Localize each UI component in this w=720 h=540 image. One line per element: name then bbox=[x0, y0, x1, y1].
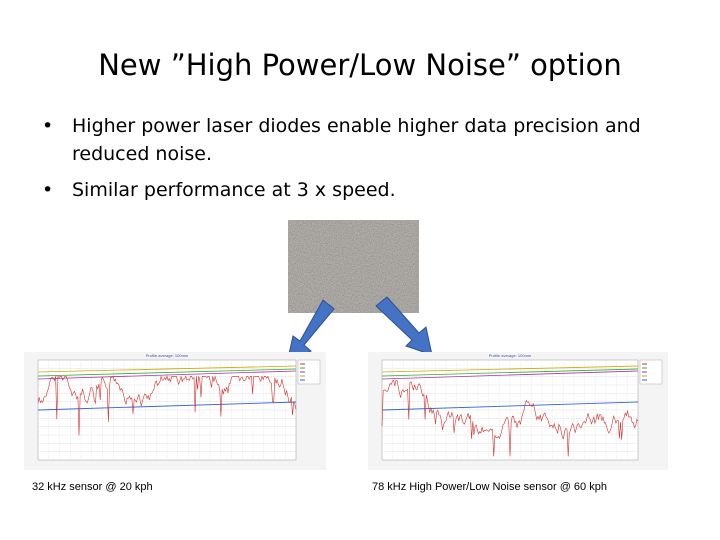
bullet-item: • Higher power laser diodes enable highe… bbox=[42, 112, 682, 168]
profile-chart-left: Profile average: 100mm bbox=[24, 352, 326, 470]
arrow-right-icon bbox=[375, 296, 433, 356]
chart-title: Profile average: 100mm bbox=[146, 353, 189, 358]
chart-title: Profile average: 100mm bbox=[489, 353, 532, 358]
bullet-text: Similar performance at 3 x speed. bbox=[72, 179, 396, 201]
series-line bbox=[381, 368, 639, 377]
profile-chart-right: Profile average: 100mm bbox=[368, 352, 668, 470]
gravel-surface-photo bbox=[288, 220, 419, 313]
bullet-glyph: • bbox=[42, 115, 54, 137]
caption-left: 32 kHz sensor @ 20 kph bbox=[32, 481, 153, 493]
chart-legend bbox=[297, 359, 321, 385]
series-line bbox=[37, 375, 297, 436]
series-line bbox=[37, 370, 297, 380]
series-line bbox=[381, 379, 639, 457]
series-line bbox=[37, 365, 297, 373]
bullet-text: Higher power laser diodes enable higher … bbox=[72, 115, 641, 165]
bullet-list: • Higher power laser diodes enable highe… bbox=[42, 112, 682, 212]
chart-left-container: Profile average: 100mm bbox=[24, 352, 326, 470]
chart-right-container: Profile average: 100mm bbox=[368, 352, 668, 470]
series-line bbox=[37, 401, 297, 411]
slide-title: New ”High Power/Low Noise” option bbox=[98, 48, 622, 82]
bullet-item: • Similar performance at 3 x speed. bbox=[42, 176, 682, 204]
caption-right: 78 kHz High Power/Low Noise sensor @ 60 … bbox=[372, 481, 607, 493]
bullet-glyph: • bbox=[42, 179, 54, 201]
series-line bbox=[381, 365, 639, 373]
series-line bbox=[37, 368, 297, 377]
chart-legend bbox=[639, 359, 663, 385]
arrow-right-icon bbox=[375, 296, 433, 356]
series-line bbox=[381, 370, 639, 380]
